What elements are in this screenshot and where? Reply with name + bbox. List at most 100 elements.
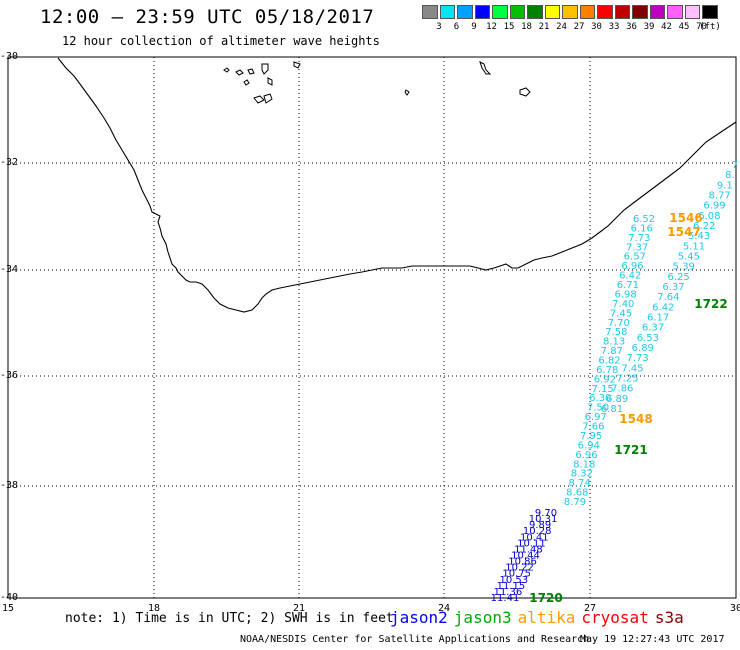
wave-height-value: 7.58 — [605, 327, 627, 338]
altimeter-observations: 78.9.18.776.996.086.225.435.115.455.396.… — [491, 160, 739, 605]
wave-height-value: 8.68 — [566, 488, 588, 499]
legend-jason2: jason2 — [390, 608, 448, 627]
color-swatch — [632, 5, 648, 19]
pass-time-label: 1546 — [669, 211, 702, 225]
wave-height-value: 6.99 — [703, 201, 725, 212]
pass-time-label: 1722 — [694, 297, 727, 311]
longitude-label: 27 — [583, 603, 597, 614]
scale-label: 70 — [696, 22, 707, 32]
wave-height-value: 6.17 — [647, 313, 669, 324]
wave-height-value: 6.25 — [667, 272, 689, 283]
wave-height-value: 6.37 — [642, 323, 664, 334]
island — [247, 68, 255, 75]
color-swatch — [702, 5, 718, 19]
wave-height-value: 7.73 — [626, 353, 648, 364]
latitude-label: -36 — [0, 370, 19, 381]
wave-height-value: 6.96 — [621, 261, 643, 272]
wave-height-value: 6.89 — [606, 394, 628, 405]
scale-label: 30 — [591, 22, 602, 32]
island — [293, 61, 301, 69]
wave-height-value: 10.11 — [517, 538, 546, 549]
longitude-label: 18 — [147, 603, 161, 614]
wave-height-value: 6.97 — [585, 412, 607, 423]
wave-height-value: 7.45 — [610, 308, 632, 319]
wave-height-value: 8.79 — [564, 497, 586, 508]
pass-time-label: 1721 — [614, 443, 647, 457]
wave-height-value: 6.89 — [632, 343, 654, 354]
wave-height-value: 11.48 — [514, 544, 543, 555]
scale-label: 3 — [436, 22, 442, 32]
longitude-label: 15 — [1, 603, 15, 614]
color-swatch — [649, 5, 665, 19]
wave-height-value: 5.45 — [678, 252, 700, 263]
wave-height-value: 6.42 — [619, 271, 641, 282]
wave-height-value: 7.73 — [628, 233, 650, 244]
wave-height-value: 6.53 — [637, 333, 659, 344]
color-swatch — [579, 5, 595, 19]
scale-label: 15 — [503, 22, 515, 32]
legend-s3a: s3a — [654, 608, 684, 627]
wave-height-value: 8.74 — [568, 478, 590, 489]
color-swatch — [474, 5, 490, 19]
wave-height-value: 8.32 — [571, 469, 593, 480]
wave-height-value: 10.75 — [502, 569, 531, 580]
scale-label: 6 — [453, 22, 460, 32]
color-swatch — [422, 5, 438, 19]
latitude-label: -32 — [0, 157, 19, 168]
scale-label: 9 — [471, 22, 477, 32]
color-swatch — [509, 5, 525, 19]
wave-height-value: 8.77 — [708, 191, 730, 202]
wave-height-value: 10.22 — [505, 563, 534, 574]
wave-height-value: 7.40 — [612, 299, 634, 310]
scale-label: 39 — [643, 22, 655, 32]
island — [243, 79, 250, 86]
color-swatch — [439, 5, 455, 19]
wave-height-value: 11.15 — [497, 581, 526, 592]
wave-height-value: 7.50 — [587, 403, 609, 414]
wave-height-value: 10.41 — [520, 532, 549, 543]
footer: NOAA/NESDIS Center for Satellite Applica… — [240, 634, 725, 645]
island — [479, 61, 492, 75]
scale-label: 24 — [556, 22, 567, 32]
wave-height-value: 6.37 — [662, 282, 684, 293]
wave-height-value: 6.57 — [624, 252, 646, 263]
map-subtitle: 12 hour collection of altimeter wave hei… — [62, 34, 380, 48]
wave-height-value: 6.52 — [633, 214, 655, 225]
color-swatch — [597, 5, 613, 19]
wave-height-value: 7.45 — [621, 363, 643, 374]
pass-time-label: 1547 — [667, 225, 700, 239]
wave-height-value: 7.95 — [580, 431, 602, 442]
scale-label: 33 — [608, 22, 620, 32]
wave-height-value: 6.94 — [578, 440, 600, 451]
wave-height-value: 7.70 — [608, 318, 630, 329]
color-swatch — [667, 5, 683, 19]
wave-height-value: 5.39 — [673, 262, 695, 273]
wave-height-value: 9.89 — [529, 520, 551, 531]
island — [235, 69, 244, 76]
latitude-label: -38 — [0, 480, 19, 491]
satellite-legend: jason2 jason3 altika cryosat s3a — [390, 608, 690, 627]
wave-height-value: 10.44 — [511, 551, 540, 562]
longitude-label: 30 — [729, 603, 740, 614]
wave-height-value: 6.98 — [614, 290, 636, 301]
wave-height-value: 6.71 — [617, 280, 639, 291]
color-swatch — [457, 5, 473, 19]
island — [223, 67, 230, 73]
island — [404, 89, 410, 96]
wave-height-value: 6.16 — [631, 223, 653, 234]
scale-label: 12 — [486, 22, 497, 32]
wave-height-value: 7.37 — [626, 242, 648, 253]
coastline — [57, 57, 737, 313]
wave-height-value: 7.87 — [601, 346, 623, 357]
color-swatch — [562, 5, 578, 19]
wave-height-value: 10.53 — [499, 575, 528, 586]
pass-time-label: 1548 — [619, 412, 652, 426]
wave-height-value: 6.96 — [575, 450, 597, 461]
wave-height-value: 6.81 — [601, 404, 623, 415]
map-frame — [7, 56, 737, 599]
wave-height-value: 6.92 — [594, 374, 616, 385]
color-swatch — [544, 5, 560, 19]
generated-timestamp: May 19 12:27:43 UTC 2017 — [580, 634, 725, 645]
wave-height-value: 7.86 — [611, 384, 633, 395]
